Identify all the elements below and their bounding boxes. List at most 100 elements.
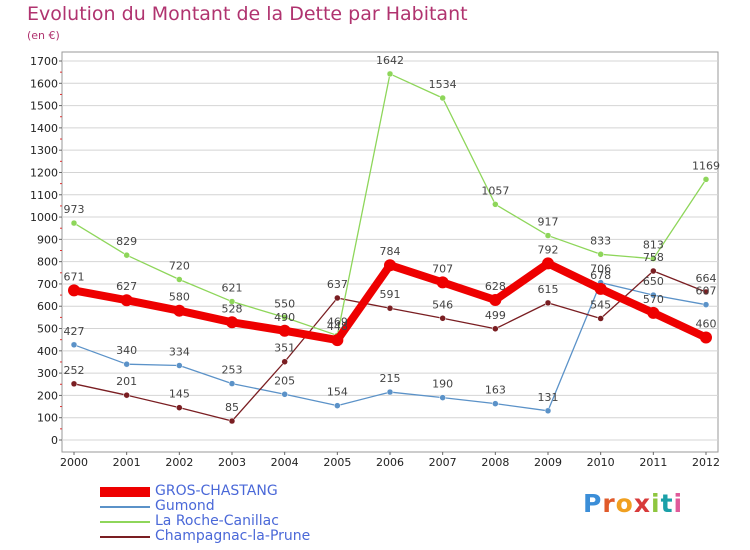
data-label: 678 xyxy=(590,269,611,282)
data-point xyxy=(173,304,186,317)
data-point xyxy=(228,380,236,387)
data-label: 145 xyxy=(169,388,190,401)
y-tick-label: 600 xyxy=(37,300,58,313)
data-point xyxy=(594,282,607,295)
data-label: 253 xyxy=(222,364,243,377)
data-point xyxy=(70,380,78,388)
data-label: 1057 xyxy=(481,184,509,197)
data-label: 190 xyxy=(432,378,453,391)
data-point xyxy=(334,294,341,302)
data-point xyxy=(386,388,394,396)
x-tick-label: 2002 xyxy=(165,456,193,469)
legend-label: GROS-CHASTANG xyxy=(155,483,278,499)
data-label: 448 xyxy=(327,320,348,333)
x-tick-label: 2006 xyxy=(376,456,404,469)
data-label: 706 xyxy=(590,263,611,276)
legend-swatch xyxy=(100,486,150,497)
data-point xyxy=(542,257,554,270)
data-label: 615 xyxy=(538,283,559,296)
data-label: 427 xyxy=(64,325,85,338)
data-label: 205 xyxy=(274,374,295,387)
data-label: 163 xyxy=(485,384,506,397)
data-point xyxy=(176,276,183,283)
data-label: 833 xyxy=(590,234,611,247)
data-label: 545 xyxy=(590,298,611,311)
data-point xyxy=(331,334,344,347)
x-tick-label: 2012 xyxy=(692,456,720,469)
data-label: 546 xyxy=(432,298,453,311)
data-point xyxy=(278,324,291,337)
x-tick-label: 2004 xyxy=(271,456,299,469)
y-tick-label: 1200 xyxy=(30,166,58,179)
x-tick-label: 2000 xyxy=(60,456,88,469)
data-point xyxy=(702,288,710,296)
legend-swatch xyxy=(100,520,150,523)
x-tick-label: 2001 xyxy=(113,456,141,469)
data-label: 252 xyxy=(64,364,85,377)
y-tick-label: 1300 xyxy=(30,144,58,157)
data-label: 201 xyxy=(116,375,137,388)
y-tick-label: 1500 xyxy=(30,100,58,113)
logo-letter: r xyxy=(602,489,616,518)
data-label: 334 xyxy=(169,346,190,359)
data-label: 784 xyxy=(380,245,401,258)
data-point xyxy=(439,315,446,322)
x-tick-label: 2007 xyxy=(429,456,457,469)
data-point xyxy=(386,70,394,78)
data-label: 1169 xyxy=(692,159,720,172)
data-point xyxy=(436,276,449,289)
y-tick-label: 800 xyxy=(37,256,58,269)
data-point xyxy=(702,301,710,308)
y-axis-unit: (en €) xyxy=(27,29,60,42)
data-point xyxy=(120,294,133,307)
data-point xyxy=(123,391,130,399)
data-point xyxy=(489,293,502,306)
data-label: 490 xyxy=(274,311,295,324)
data-point xyxy=(702,176,710,183)
data-point xyxy=(176,404,183,411)
x-tick-label: 2011 xyxy=(639,456,667,469)
data-label: 671 xyxy=(64,270,85,283)
data-point xyxy=(492,400,499,407)
data-label: 720 xyxy=(169,259,190,272)
y-tick-label: 0 xyxy=(51,434,58,447)
data-point xyxy=(544,232,552,239)
data-label: 215 xyxy=(380,372,401,385)
data-label: 650 xyxy=(643,275,664,288)
chart-title: Evolution du Montant de la Dette par Hab… xyxy=(27,3,468,25)
data-point xyxy=(650,267,657,275)
data-label: 469 xyxy=(327,315,348,328)
data-point xyxy=(544,407,552,415)
y-tick-label: 1000 xyxy=(30,211,58,224)
legend-swatch xyxy=(100,535,150,538)
data-label: 340 xyxy=(116,344,137,357)
data-point xyxy=(334,402,341,409)
data-label: 621 xyxy=(222,282,243,295)
y-tick-label: 700 xyxy=(37,278,58,291)
logo-letter: i xyxy=(673,489,684,518)
data-point xyxy=(176,362,183,369)
legend-label: Champagnac-la-Prune xyxy=(155,528,311,544)
data-point xyxy=(647,306,660,319)
data-label: 829 xyxy=(116,235,137,248)
data-point xyxy=(281,314,288,321)
data-point xyxy=(70,341,78,349)
data-label: 499 xyxy=(485,309,506,322)
legend-swatch xyxy=(100,505,150,508)
y-tick-label: 1100 xyxy=(30,189,58,202)
y-tick-label: 1400 xyxy=(30,122,58,135)
data-point xyxy=(386,304,394,312)
y-tick-label: 1600 xyxy=(30,77,58,90)
data-point xyxy=(650,291,657,299)
data-point xyxy=(439,94,446,102)
x-tick-label: 2010 xyxy=(587,456,615,469)
data-label: 550 xyxy=(274,297,295,310)
data-point xyxy=(492,201,499,208)
data-label: 85 xyxy=(225,401,239,414)
y-tick-label: 400 xyxy=(37,345,58,358)
data-label: 1642 xyxy=(376,54,404,67)
data-point xyxy=(439,394,446,401)
data-point xyxy=(700,331,712,344)
data-point xyxy=(228,417,236,425)
